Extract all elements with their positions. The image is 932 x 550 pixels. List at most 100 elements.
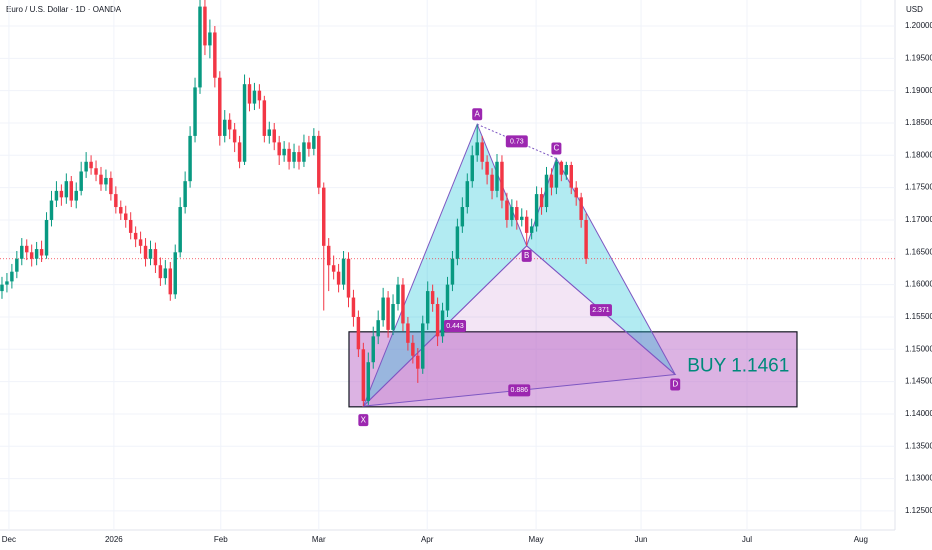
candle-body <box>421 323 425 369</box>
candle-body <box>584 219 588 259</box>
candle-body <box>500 161 504 201</box>
candle-body <box>505 200 509 220</box>
candle-body <box>307 142 311 149</box>
candle-body <box>391 304 395 330</box>
candle-body <box>143 245 148 259</box>
candle-body <box>69 181 74 201</box>
candle-body <box>430 291 435 305</box>
candle-body <box>218 77 222 136</box>
candle-body <box>178 207 182 253</box>
candle-body <box>183 181 187 208</box>
candle-body <box>425 291 430 324</box>
point-label: X <box>361 415 367 424</box>
axes: 1.20000 1.19500 1.19000 1.18500 1.18000 1.175… <box>2 21 932 544</box>
candle-body <box>242 84 247 162</box>
candle-body <box>356 316 361 350</box>
point-label: A <box>475 109 481 118</box>
y-tick-label: 1.18500 <box>905 118 932 127</box>
candle-body <box>39 249 44 256</box>
candle-body <box>213 32 217 78</box>
candle-body <box>396 284 400 305</box>
candle-body <box>539 194 544 208</box>
candle-body <box>297 152 301 162</box>
y-tick-label: 1.16500 <box>905 247 932 256</box>
candle-body <box>158 265 163 279</box>
candle-body <box>455 226 460 259</box>
candle-body <box>292 152 296 162</box>
candle-body <box>371 336 375 363</box>
candle-body <box>74 190 78 201</box>
candle-body <box>465 181 470 208</box>
candle-body <box>237 142 242 162</box>
candle-body <box>49 200 54 220</box>
candle-body <box>124 213 128 220</box>
y-tick-label: 1.13500 <box>905 441 932 450</box>
candle-body <box>435 304 440 337</box>
y-tick-label: 1.19500 <box>905 53 932 62</box>
candle-body <box>480 142 484 162</box>
candle-body <box>173 252 177 295</box>
point-label: D <box>672 380 678 389</box>
x-tick-label: Jul <box>742 535 752 544</box>
candles <box>0 0 588 407</box>
candle-body <box>450 258 455 285</box>
candle-body <box>579 197 583 220</box>
candle-body <box>148 249 153 259</box>
candle-body <box>322 187 326 246</box>
point-badge <box>551 142 562 155</box>
x-tick-label: Apr <box>421 535 434 544</box>
candle-body <box>386 297 390 330</box>
ratio-label: 2.371 <box>592 307 610 314</box>
candle-body <box>549 174 554 188</box>
candle-body <box>302 142 306 162</box>
candle-body <box>34 249 39 259</box>
candle-body <box>485 161 489 175</box>
candle-body <box>104 177 108 185</box>
point-badge <box>670 378 681 391</box>
candle-body <box>54 190 59 201</box>
candle-body <box>272 129 276 143</box>
candle-body <box>163 268 168 279</box>
candle-body <box>277 142 281 156</box>
candle-body <box>317 135 321 188</box>
x-tick-label: 2026 <box>105 535 123 544</box>
candle-body <box>406 323 410 343</box>
candle-body <box>119 207 123 214</box>
ratio-label: 0.886 <box>511 387 529 394</box>
ratio-label: 0.73 <box>510 138 524 145</box>
y-tick-label: 1.20000 <box>905 21 932 30</box>
ratio-badge <box>589 304 612 317</box>
candle-body <box>544 174 549 208</box>
y-tick-label: 1.18000 <box>905 150 932 159</box>
annotation: BUY 1.1461 <box>687 356 789 377</box>
point-label: B <box>524 251 529 260</box>
candle-body <box>282 148 286 156</box>
candle-body <box>109 177 113 195</box>
candle-body <box>153 249 158 266</box>
candle-body <box>138 239 143 246</box>
candle-body <box>416 355 420 369</box>
candle-body <box>128 219 133 233</box>
ratio-badge <box>444 320 467 333</box>
candle-body <box>574 187 578 198</box>
candle-body <box>445 284 450 311</box>
candle-body <box>495 161 499 191</box>
currency-label: USD <box>906 5 923 14</box>
y-tick-label: 1.17000 <box>905 215 932 224</box>
x-tick-label: Aug <box>854 535 868 544</box>
candle-body <box>475 142 479 156</box>
candle-body <box>227 119 232 130</box>
candle-body <box>5 281 9 285</box>
candle-body <box>20 245 24 259</box>
candle-body <box>515 207 519 220</box>
candle-body <box>10 271 14 282</box>
candle-body <box>44 219 49 256</box>
ratio-label: 0.443 <box>446 323 464 330</box>
candle-body <box>203 6 207 46</box>
candle-body <box>15 258 19 272</box>
candle-body <box>361 349 366 402</box>
x-tick-label: Feb <box>214 535 228 544</box>
candle-body <box>381 297 385 321</box>
